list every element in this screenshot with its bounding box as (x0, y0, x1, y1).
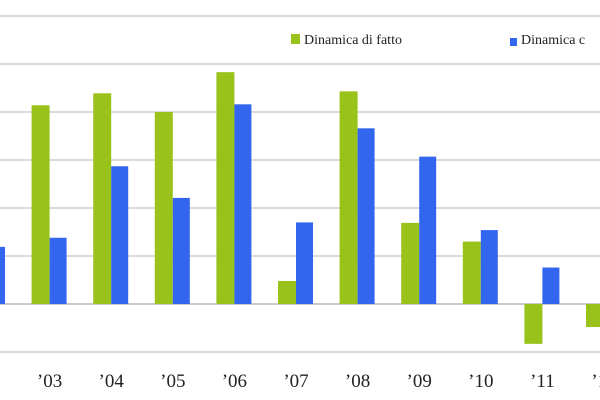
x-tick-label: ’05 (160, 371, 185, 392)
bar-green-4 (216, 72, 235, 304)
bar-green-9 (524, 304, 543, 344)
legend: Dinamica di fatto Dinamica c (291, 33, 585, 48)
bar-blue-7 (419, 156, 437, 304)
legend-swatch-green (291, 34, 300, 44)
legend-swatch-blue (510, 38, 517, 46)
bar-green-3 (154, 112, 173, 304)
bar-green-8 (462, 241, 481, 304)
bar-green-5 (278, 280, 296, 304)
bar-blue-0 (0, 246, 5, 304)
bar-green-10 (586, 304, 600, 328)
x-axis-ticks: ’02 ’03 ’04 ’05 ’06 ’07 ’08 ’09 ’10 ’11 ’12 (0, 371, 600, 392)
legend-label-series-1: Dinamica di fatto (304, 33, 402, 48)
bar-blue-8 (480, 230, 498, 304)
bar-blue-4 (234, 104, 252, 304)
bar-blue-2 (111, 166, 129, 304)
x-tick-label: ’09 (407, 371, 432, 392)
legend-label-series-2: Dinamica c (521, 33, 585, 48)
bar-blue-9 (542, 267, 560, 304)
bars (0, 72, 600, 344)
x-tick-label: ’03 (37, 371, 62, 392)
x-tick-label: ’11 (530, 371, 555, 392)
x-tick-label: ’12 (591, 371, 600, 392)
x-tick-label: ’10 (468, 371, 493, 392)
bar-blue-5 (296, 222, 313, 304)
bar-blue-6 (357, 128, 375, 304)
x-tick-label: ’06 (222, 371, 247, 392)
x-tick-label: ’07 (283, 371, 308, 392)
x-tick-label: ’08 (345, 371, 370, 392)
x-tick-label: ’04 (99, 371, 125, 392)
bar-blue-3 (172, 197, 190, 304)
bar-green-1 (31, 105, 50, 304)
bar-green-6 (339, 91, 358, 304)
bar-green-2 (93, 93, 112, 304)
bar-blue-1 (49, 237, 67, 304)
x-tick-label: ’02 (0, 371, 1, 392)
bar-green-7 (401, 222, 420, 304)
